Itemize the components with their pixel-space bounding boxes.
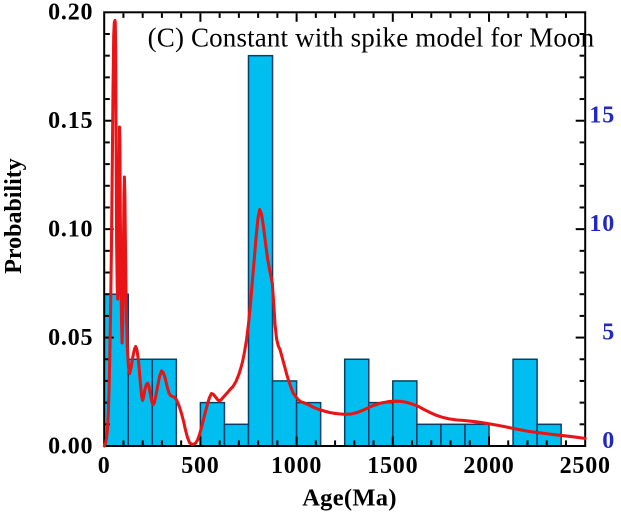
svg-text:0.00: 0.00: [48, 433, 93, 459]
svg-text:0.05: 0.05: [48, 325, 93, 351]
svg-text:0.20: 0.20: [48, 0, 93, 26]
svg-text:0: 0: [98, 453, 111, 479]
svg-text:15: 15: [589, 103, 615, 129]
svg-text:Probability: Probability: [1, 158, 27, 274]
svg-text:500: 500: [181, 453, 219, 479]
svg-text:2000: 2000: [463, 453, 514, 479]
svg-text:1000: 1000: [271, 453, 322, 479]
svg-text:(C) Constant with spike model: (C) Constant with spike model for Moon: [148, 23, 595, 53]
svg-text:0.15: 0.15: [48, 108, 93, 134]
svg-text:2500: 2500: [560, 453, 611, 479]
svg-text:Age(Ma): Age(Ma): [302, 485, 397, 512]
svg-text:1500: 1500: [367, 453, 418, 479]
svg-text:10: 10: [589, 211, 615, 237]
svg-text:0.10: 0.10: [48, 217, 93, 243]
svg-text:0: 0: [602, 428, 615, 454]
svg-text:5: 5: [602, 320, 615, 346]
